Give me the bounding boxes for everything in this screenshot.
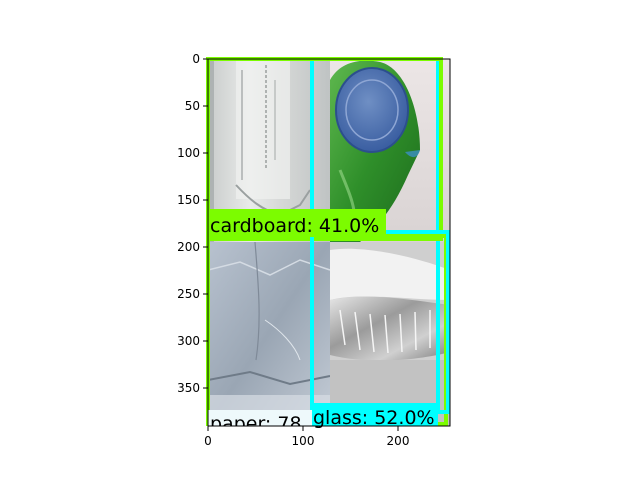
x-tick: 200	[387, 426, 410, 448]
y-tick-label: 100	[177, 146, 200, 160]
y-tick: 150	[177, 193, 208, 207]
y-tick: 0	[192, 52, 208, 66]
x-tick-label: 100	[292, 434, 315, 448]
y-tick: 50	[185, 99, 208, 113]
y-axis: 0 50 100 150 200 250 300 350	[177, 52, 208, 395]
x-tick: 100	[292, 426, 315, 448]
y-tick-label: 50	[185, 99, 200, 113]
y-tick-label: 350	[177, 381, 200, 395]
label-cardboard: cardboard: 41.0%	[210, 215, 379, 237]
y-tick: 300	[177, 334, 208, 348]
y-tick-label: 300	[177, 334, 200, 348]
x-tick-label: 200	[387, 434, 410, 448]
detection-labels: cardboard: 41.0% paper: 78 glass: 52.0%	[208, 209, 438, 435]
y-tick: 350	[177, 381, 208, 395]
y-tick-label: 0	[192, 52, 200, 66]
y-tick: 200	[177, 240, 208, 254]
y-tick-label: 150	[177, 193, 200, 207]
x-tick: 0	[204, 426, 212, 448]
y-tick: 250	[177, 287, 208, 301]
x-tick-label: 0	[204, 434, 212, 448]
axes-frame	[207, 58, 451, 427]
y-tick-label: 250	[177, 287, 200, 301]
tile-foil-tray	[330, 242, 450, 426]
label-paper: paper: 78	[210, 413, 302, 435]
x-axis: 0 100 200	[204, 426, 409, 448]
label-glass: glass: 52.0%	[313, 407, 435, 429]
y-tick: 100	[177, 146, 208, 160]
y-tick-label: 200	[177, 240, 200, 254]
image-area	[208, 59, 450, 426]
